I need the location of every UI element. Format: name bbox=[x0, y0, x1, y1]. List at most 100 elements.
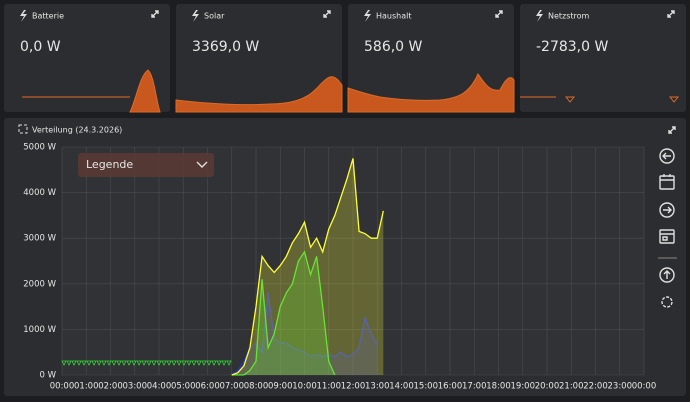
point-marker bbox=[106, 360, 112, 366]
x-tick-label: 06:00 bbox=[195, 382, 220, 392]
up-button[interactable] bbox=[659, 267, 675, 283]
icon bbox=[663, 270, 671, 279]
card-value: 586,0 W bbox=[364, 39, 423, 55]
card bbox=[520, 4, 686, 112]
y-tick-label: 5000 W bbox=[23, 143, 56, 153]
next-button[interactable] bbox=[659, 202, 675, 218]
sparkline bbox=[175, 76, 343, 113]
sparkline bbox=[347, 72, 515, 113]
point-marker bbox=[101, 360, 107, 366]
expand-button[interactable] bbox=[151, 10, 159, 18]
point-marker bbox=[181, 360, 187, 366]
point-marker bbox=[61, 360, 67, 366]
legend-button[interactable] bbox=[78, 153, 214, 177]
card-value: -2783,0 W bbox=[536, 39, 608, 55]
series-line bbox=[231, 158, 384, 376]
expand-button[interactable] bbox=[323, 10, 331, 18]
card bbox=[176, 4, 342, 112]
today-button[interactable] bbox=[659, 229, 675, 244]
point-marker bbox=[86, 360, 92, 366]
y-tick-label: 1000 W bbox=[23, 325, 56, 335]
sparkline bbox=[129, 69, 161, 113]
point-marker bbox=[71, 360, 77, 366]
icon bbox=[18, 124, 28, 134]
point-marker bbox=[171, 360, 177, 366]
x-tick-label: 03:00 bbox=[123, 382, 148, 392]
point-marker bbox=[131, 360, 137, 366]
expand-button[interactable] bbox=[667, 10, 675, 18]
point-marker bbox=[176, 360, 182, 366]
point-marker bbox=[81, 360, 87, 366]
x-tick-label: 18:00 bbox=[486, 382, 511, 392]
icon bbox=[663, 206, 672, 214]
series-area bbox=[231, 292, 378, 375]
x-tick-label: 21:00 bbox=[559, 382, 584, 392]
series-area bbox=[231, 158, 384, 375]
icon bbox=[660, 233, 674, 241]
point-marker bbox=[156, 360, 162, 366]
y-tick-label: 4000 W bbox=[23, 188, 56, 198]
cards: Batterie Solar Haushalt Netzstrom 0,0 W … bbox=[4, 4, 686, 113]
x-tick-label: 17:00 bbox=[462, 382, 487, 392]
expand-button[interactable] bbox=[495, 10, 503, 18]
toolbar bbox=[658, 148, 677, 308]
icon bbox=[660, 174, 674, 181]
point-marker bbox=[91, 360, 97, 366]
point-marker bbox=[121, 360, 127, 366]
point-marker bbox=[141, 360, 147, 366]
point-marker bbox=[116, 360, 122, 366]
legend-button-label: Legende bbox=[86, 158, 133, 171]
series-line bbox=[231, 292, 378, 376]
x-tick-label: 05:00 bbox=[171, 382, 196, 392]
card bbox=[4, 4, 170, 112]
x-tick-label: 11:00 bbox=[317, 382, 342, 392]
x-tick-label: 23:00 bbox=[608, 382, 633, 392]
card-title: Haushalt bbox=[376, 12, 412, 21]
point-marker bbox=[126, 360, 132, 366]
point-marker bbox=[191, 360, 197, 366]
point-marker bbox=[166, 360, 172, 366]
card-title: Batterie bbox=[32, 12, 64, 21]
icon bbox=[662, 152, 671, 160]
point-marker bbox=[196, 360, 202, 366]
point-marker bbox=[211, 360, 217, 366]
point-marker bbox=[201, 360, 207, 366]
series-line bbox=[231, 250, 336, 376]
x-tick-label: 14:00 bbox=[389, 382, 414, 392]
point-marker bbox=[151, 360, 157, 366]
x-tick-label: 15:00 bbox=[414, 382, 439, 392]
x-tick-label: 09:00 bbox=[268, 382, 293, 392]
point-marker bbox=[226, 360, 232, 366]
card-title: Solar bbox=[204, 12, 225, 21]
card-value: 0,0 W bbox=[20, 39, 61, 55]
y-tick-label: 2000 W bbox=[23, 279, 56, 289]
x-tick-label: 00:00 bbox=[632, 382, 657, 392]
expand-button[interactable] bbox=[668, 126, 676, 134]
x-tick-label: 19:00 bbox=[511, 382, 536, 392]
y-tick-label: 3000 W bbox=[23, 234, 56, 244]
x-tick-label: 02:00 bbox=[98, 382, 123, 392]
point-marker bbox=[96, 360, 102, 366]
x-tick-label: 00:00 bbox=[50, 382, 75, 392]
point-marker bbox=[111, 360, 117, 366]
x-tick-label: 07:00 bbox=[220, 382, 245, 392]
sparkline-markers bbox=[22, 96, 680, 103]
settings-button[interactable] bbox=[661, 296, 673, 308]
x-tick-label: 10:00 bbox=[292, 382, 317, 392]
point-marker bbox=[136, 360, 142, 366]
x-tick-label: 01:00 bbox=[74, 382, 99, 392]
x-tick-label: 08:00 bbox=[244, 382, 269, 392]
icon bbox=[364, 10, 371, 22]
x-tick-label: 04:00 bbox=[147, 382, 172, 392]
point-marker bbox=[76, 360, 82, 366]
prev-button[interactable] bbox=[659, 148, 675, 164]
point-marker bbox=[186, 360, 192, 366]
x-tick-label: 20:00 bbox=[535, 382, 560, 392]
calendar-button[interactable] bbox=[659, 175, 675, 190]
x-tick-label: 16:00 bbox=[438, 382, 463, 392]
card-value: 3369,0 W bbox=[192, 39, 259, 55]
point-marker bbox=[221, 360, 227, 366]
icon bbox=[20, 10, 27, 22]
